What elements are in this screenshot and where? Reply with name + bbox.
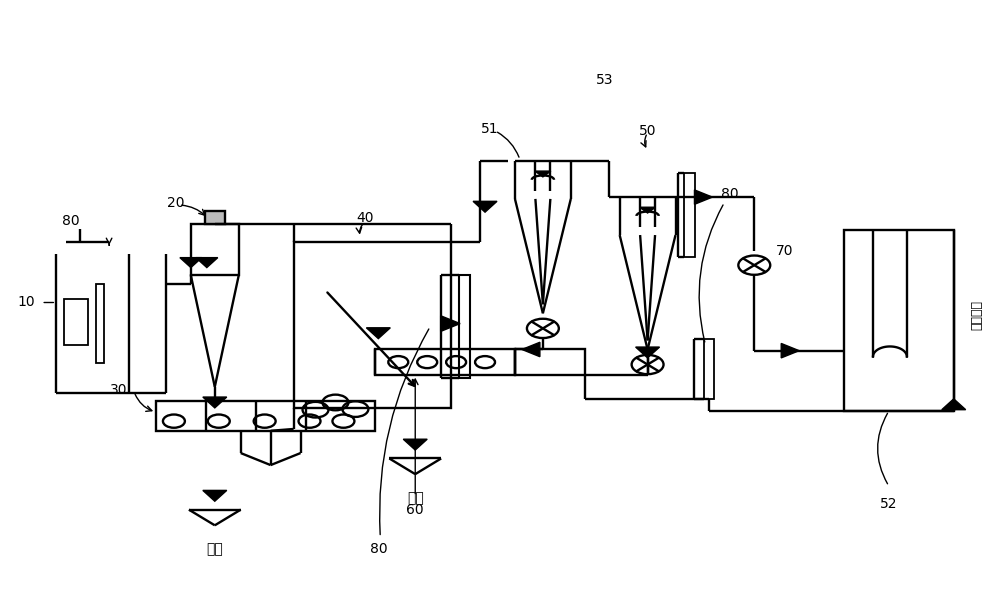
Bar [64, 299, 88, 345]
Bar [156, 401, 375, 431]
Polygon shape [942, 399, 966, 410]
Polygon shape [196, 258, 218, 267]
Bar [704, 339, 714, 399]
Bar [205, 211, 225, 224]
Text: 80: 80 [721, 187, 738, 201]
Text: 60: 60 [406, 503, 424, 517]
Text: 回水利用: 回水利用 [970, 299, 983, 330]
Polygon shape [535, 171, 551, 177]
Text: 干堆: 干堆 [407, 491, 424, 505]
Text: 53: 53 [596, 73, 613, 87]
Polygon shape [366, 328, 390, 339]
Text: 50: 50 [639, 124, 656, 138]
Polygon shape [636, 347, 660, 358]
Polygon shape [203, 491, 227, 501]
Polygon shape [441, 316, 460, 332]
Bar [191, 224, 239, 275]
Bar [515, 350, 585, 374]
Polygon shape [180, 258, 202, 267]
Bar [294, 242, 451, 408]
Text: 52: 52 [880, 497, 898, 511]
Polygon shape [473, 201, 497, 212]
Text: 40: 40 [357, 211, 374, 225]
Polygon shape [694, 190, 712, 204]
Polygon shape [522, 342, 540, 357]
Text: 51: 51 [481, 122, 499, 136]
Polygon shape [403, 439, 427, 450]
Text: 80: 80 [370, 543, 387, 557]
Text: 干堆: 干堆 [206, 543, 223, 557]
Text: 30: 30 [110, 383, 128, 397]
Text: 80: 80 [62, 214, 80, 228]
Bar [459, 275, 470, 378]
Text: 10: 10 [18, 295, 35, 310]
Bar [844, 231, 954, 411]
Bar [684, 173, 695, 257]
Bar [96, 284, 104, 363]
Bar [375, 350, 515, 374]
Text: 70: 70 [775, 244, 793, 258]
Text: 20: 20 [167, 196, 185, 210]
Polygon shape [203, 397, 227, 408]
Polygon shape [781, 344, 799, 358]
Polygon shape [640, 208, 656, 213]
